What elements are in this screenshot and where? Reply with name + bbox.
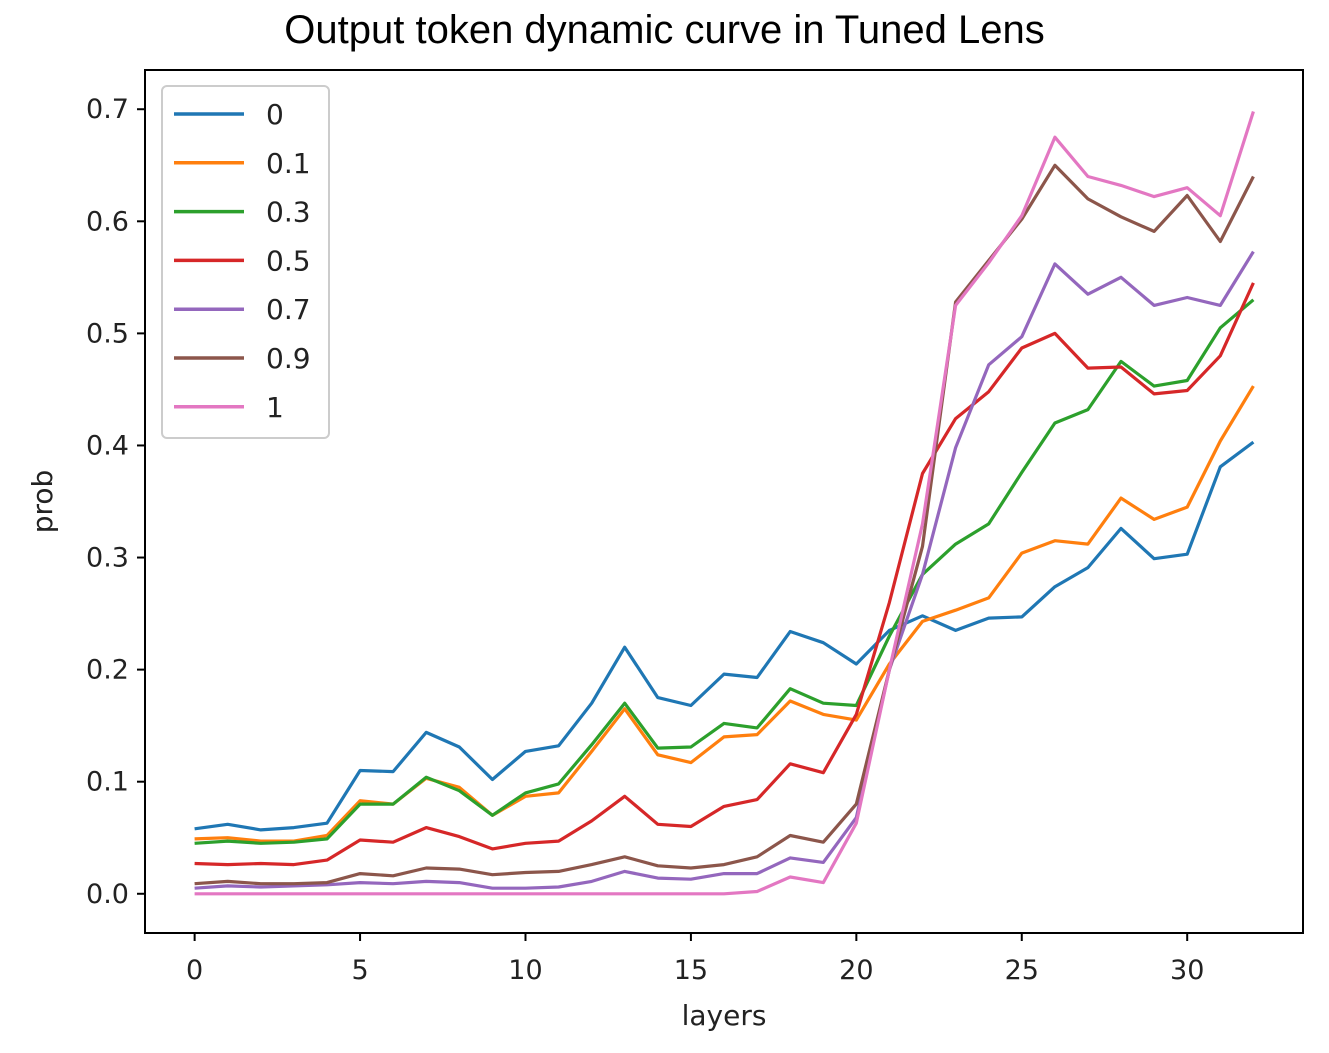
x-tick-label: 0 <box>186 955 203 986</box>
legend-label: 1 <box>266 391 284 424</box>
x-tick-label: 15 <box>674 955 708 986</box>
y-tick-label: 0.7 <box>86 94 129 125</box>
legend-label: 0.9 <box>266 342 311 375</box>
legend-label: 0.5 <box>266 244 311 277</box>
y-tick-label: 0.1 <box>86 767 129 798</box>
x-tick-label: 20 <box>839 955 873 986</box>
series-line-0.9 <box>194 163 1255 886</box>
series-line-0.1 <box>194 385 1255 843</box>
legend-label: 0.7 <box>266 293 311 326</box>
legend-label: 0.3 <box>266 196 311 229</box>
legend-label: 0 <box>266 98 284 131</box>
y-tick-label: 0.4 <box>86 430 129 461</box>
x-tick-label: 30 <box>1170 955 1204 986</box>
legend: 0 0.1 0.3 0.5 0.7 0.9 1 <box>161 85 330 439</box>
y-tick-label: 0.6 <box>86 206 129 237</box>
y-tick-label: 0.5 <box>86 318 129 349</box>
series-line-0.3 <box>194 298 1255 845</box>
y-tick-label: 0.0 <box>86 879 129 910</box>
series-line-0.5 <box>194 282 1255 867</box>
x-axis-label: layers <box>682 999 767 1032</box>
x-tick-label: 10 <box>508 955 542 986</box>
x-axis: 0 5 10 15 20 25 30 <box>186 933 1204 986</box>
series-line-0 <box>194 440 1255 832</box>
series-line-1 <box>194 111 1255 896</box>
y-tick-label: 0.2 <box>86 655 129 686</box>
legend-box <box>161 85 330 439</box>
y-tick-label: 0.3 <box>86 543 129 574</box>
plot-frame <box>144 69 1304 934</box>
series-layer <box>194 111 1255 896</box>
series-line-0.7 <box>194 250 1255 890</box>
legend-label: 0.1 <box>266 147 311 180</box>
x-tick-label: 25 <box>1005 955 1039 986</box>
chart-title: Output token dynamic curve in Tuned Lens <box>284 8 1045 52</box>
x-tick-label: 5 <box>351 955 368 986</box>
y-axis: 0.0 0.1 0.2 0.3 0.4 0.5 0.6 0.7 <box>86 94 145 910</box>
y-axis-label: prob <box>26 470 59 534</box>
